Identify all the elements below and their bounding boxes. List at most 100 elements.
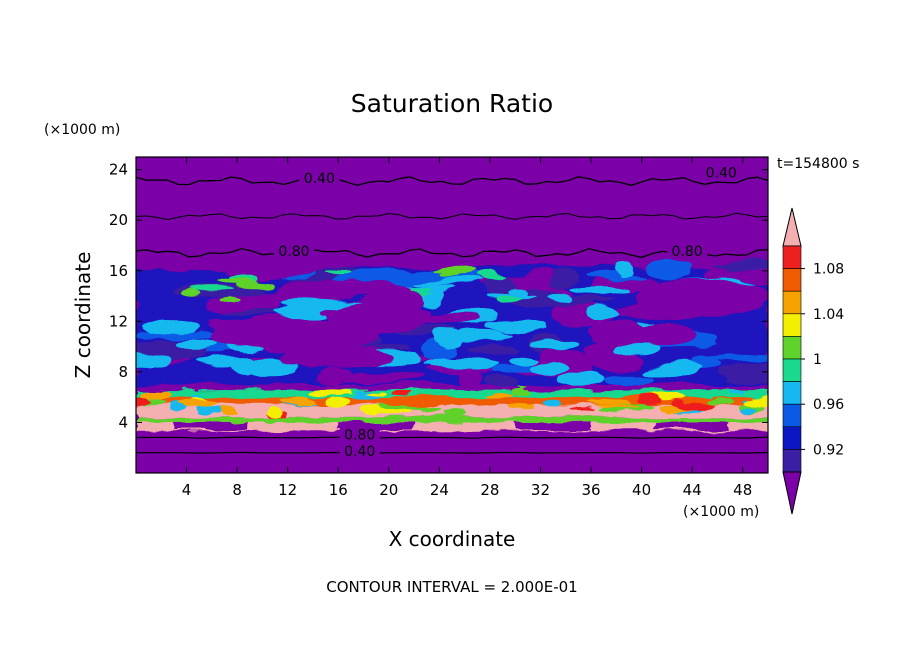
y-tick-label: 16 <box>109 262 128 280</box>
turbulent-cell <box>512 386 531 395</box>
cloud-cell <box>717 363 768 384</box>
x-tick-label: 24 <box>430 481 449 499</box>
cloud-cell <box>641 362 703 377</box>
saturation-field <box>136 258 768 441</box>
x-axis: 4 8 12 16 20 24 28 32 36 40 44 48 <box>182 157 752 499</box>
colorbar-swatch <box>782 403 802 428</box>
cloud-cell <box>548 291 573 302</box>
cloud-cell <box>432 358 501 371</box>
x-tick-label: 40 <box>632 481 651 499</box>
cloud-cell <box>604 372 654 387</box>
cloud-layer <box>136 258 768 387</box>
turbulent-cell <box>196 407 224 413</box>
y-axis: 4 8 12 16 20 24 <box>109 161 768 431</box>
cloud-cell <box>198 356 246 364</box>
turbulent-cell <box>307 389 353 396</box>
time-label: t=154800 s <box>777 156 859 172</box>
colorbar-swatch <box>782 381 802 405</box>
cloud-cell <box>318 367 352 385</box>
cloud-cell <box>177 339 218 351</box>
cloud-cell <box>586 273 648 281</box>
cloud-cell <box>406 285 431 291</box>
turbulent-cell <box>365 391 389 396</box>
contour-label-bg <box>339 427 380 442</box>
colorbar-tick-label: 0.96 <box>813 397 844 413</box>
x-tick-label: 28 <box>480 481 499 499</box>
cloud-cell <box>416 279 483 286</box>
turbulent-cell <box>267 407 282 417</box>
cloud-cell <box>713 261 768 269</box>
cloud-cell <box>648 258 691 281</box>
contour-label: 0.80 <box>672 244 703 260</box>
cloud-cell <box>219 296 241 305</box>
cloud-cell <box>136 352 172 369</box>
x-tick-label: 8 <box>232 481 242 499</box>
contour-labels: 0.40 0.400.80 0.800.800.40 <box>274 165 742 460</box>
turbulent-cell <box>592 404 642 408</box>
turbulent-cell <box>744 396 768 407</box>
turbulent-cell <box>709 398 735 405</box>
cloud-cell <box>181 289 203 296</box>
dry-strip <box>515 422 592 431</box>
colorbar-swatch <box>782 313 802 337</box>
contour-lines <box>136 176 768 454</box>
x-tick-label: 32 <box>531 481 550 499</box>
turbulent-cell <box>637 394 662 405</box>
cloud-cell <box>440 274 459 279</box>
cloud-cell <box>450 329 511 342</box>
colorbar-swatch <box>782 426 802 450</box>
turbulent-cell <box>219 407 237 416</box>
x-axis-label: X coordinate <box>389 527 516 551</box>
cloud-cell <box>245 359 300 375</box>
turbulent-cell <box>741 407 759 413</box>
cloud-cell <box>192 286 235 292</box>
cloud-cell <box>142 319 197 336</box>
turbulent-cell <box>136 396 152 407</box>
dry-strip <box>338 422 415 431</box>
cloud-cell <box>708 352 768 361</box>
layer-band <box>136 422 768 433</box>
dry-strip <box>654 422 731 431</box>
contour-line-080-upper <box>136 248 768 259</box>
chart-title: Saturation Ratio <box>351 89 553 118</box>
contour-line-080-lower <box>136 436 768 439</box>
x-tick-label: 12 <box>278 481 297 499</box>
cloud-cell <box>281 298 350 311</box>
cloud-cell <box>467 345 517 354</box>
cloud-cell <box>486 320 549 332</box>
cloud-cell <box>528 339 581 352</box>
contour-label: 0.80 <box>344 427 375 443</box>
x-tick-label: 20 <box>379 481 398 499</box>
turbulent-cell <box>445 408 467 419</box>
dry-pocket <box>290 325 378 347</box>
contour-label-bg <box>299 170 340 185</box>
contour-label: 0.40 <box>304 171 335 187</box>
turbulent-cell <box>392 391 413 397</box>
turbulent-cell <box>378 403 429 409</box>
turbulent-cell <box>294 396 309 402</box>
y-tick-label: 4 <box>118 413 128 431</box>
cloud-cell <box>573 284 630 294</box>
colorbar: 0.92 0.96 1 1.04 1.08 <box>782 207 844 515</box>
dry-pocket <box>633 279 768 317</box>
colorbar-swatch <box>782 290 802 315</box>
cloud-cell <box>485 374 517 387</box>
cloud-cell <box>216 277 259 284</box>
contour-interval-note: CONTOUR INTERVAL = 2.000E-01 <box>326 578 577 596</box>
cloud-cell <box>549 270 579 288</box>
turbulent-cell <box>420 406 443 413</box>
turbulent-cell <box>728 390 744 395</box>
turbulent-cell <box>350 394 384 400</box>
cloud-cell <box>507 285 528 297</box>
turbulent-cell <box>176 399 218 409</box>
cloud-cell <box>585 303 620 319</box>
x-tick-label: 16 <box>329 481 348 499</box>
dry-pocket <box>415 311 481 326</box>
cloud-cell <box>556 371 605 386</box>
colorbar-top-arrow <box>782 207 802 247</box>
contour-label: 0.40 <box>706 166 737 182</box>
colorbar-swatch <box>782 245 802 269</box>
y-axis-label: Z coordinate <box>71 252 95 379</box>
x-tick-label: 36 <box>581 481 600 499</box>
